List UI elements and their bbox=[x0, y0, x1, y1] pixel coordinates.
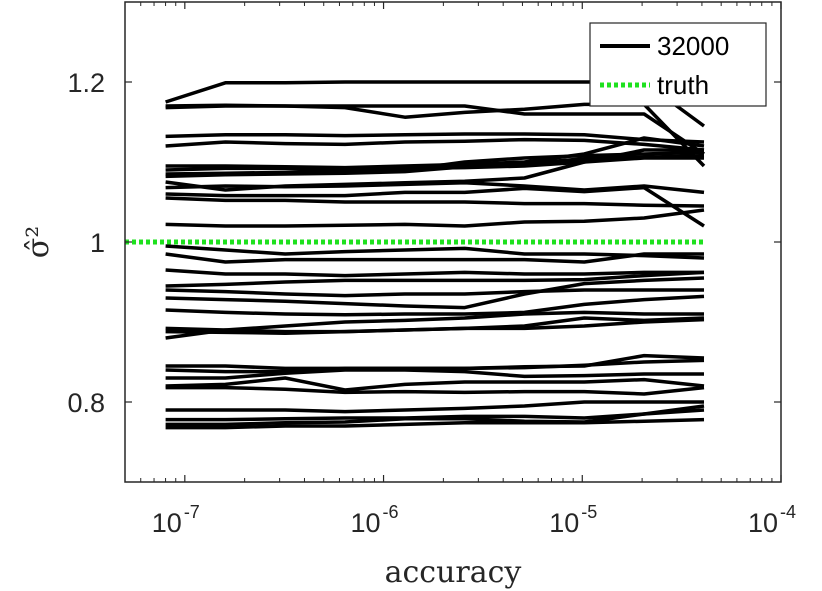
svg-text:10: 10 bbox=[152, 508, 182, 538]
svg-text:10: 10 bbox=[748, 508, 778, 538]
series-line-14 bbox=[165, 208, 705, 228]
svg-text:-7: -7 bbox=[184, 502, 200, 522]
legend-label-truth: truth bbox=[657, 70, 709, 100]
svg-text:10: 10 bbox=[549, 508, 579, 538]
x-axis-title: accuracy bbox=[385, 555, 522, 590]
series-line-26 bbox=[165, 358, 705, 374]
series-line-15 bbox=[165, 244, 705, 260]
series-line-19 bbox=[165, 288, 704, 298]
series-line-5 bbox=[165, 137, 705, 152]
series-line-13 bbox=[165, 196, 705, 208]
legend: 32000 truth bbox=[589, 22, 767, 107]
svg-text:-6: -6 bbox=[383, 502, 399, 522]
series-line-16 bbox=[165, 252, 704, 264]
series-line-3 bbox=[165, 103, 705, 156]
series-line-22 bbox=[165, 310, 704, 340]
svg-text:-5: -5 bbox=[581, 502, 597, 522]
y-axis-title: σ̂² bbox=[21, 226, 56, 259]
y-tick-label-3: 1.2 bbox=[67, 68, 105, 98]
y-tick-label-2: 1 bbox=[90, 228, 105, 258]
series-line-33 bbox=[165, 417, 705, 430]
series-line-30 bbox=[165, 400, 704, 414]
series-line-12 bbox=[165, 185, 705, 228]
series-line-9 bbox=[165, 153, 705, 179]
series-line-27 bbox=[165, 368, 704, 380]
x-tick-label-3: 10 -5 bbox=[549, 502, 597, 538]
x-tick-label-2: 10 -6 bbox=[351, 502, 399, 538]
series-line-4 bbox=[165, 132, 705, 144]
series-layer bbox=[165, 80, 706, 430]
series-line-21 bbox=[165, 294, 705, 317]
tick-layer: 10 -7 10 -6 10 -5 10 -40.811.2 bbox=[67, 2, 796, 538]
series-line-29 bbox=[165, 385, 705, 396]
legend-box bbox=[589, 22, 767, 107]
svg-text:10: 10 bbox=[351, 508, 381, 538]
series-line-28 bbox=[165, 376, 705, 392]
series-line-18 bbox=[165, 270, 705, 288]
x-tick-label-1: 10 -7 bbox=[152, 502, 200, 538]
x-tick-label-4: 10 -4 bbox=[748, 502, 796, 538]
series-line-24 bbox=[165, 317, 705, 335]
series-line-20 bbox=[165, 276, 705, 310]
series-line-32 bbox=[165, 404, 705, 427]
svg-text:-4: -4 bbox=[780, 502, 796, 522]
series-line-17 bbox=[165, 268, 704, 278]
y-tick-label-1: 0.8 bbox=[67, 388, 105, 418]
legend-label-32000: 32000 bbox=[657, 31, 729, 61]
